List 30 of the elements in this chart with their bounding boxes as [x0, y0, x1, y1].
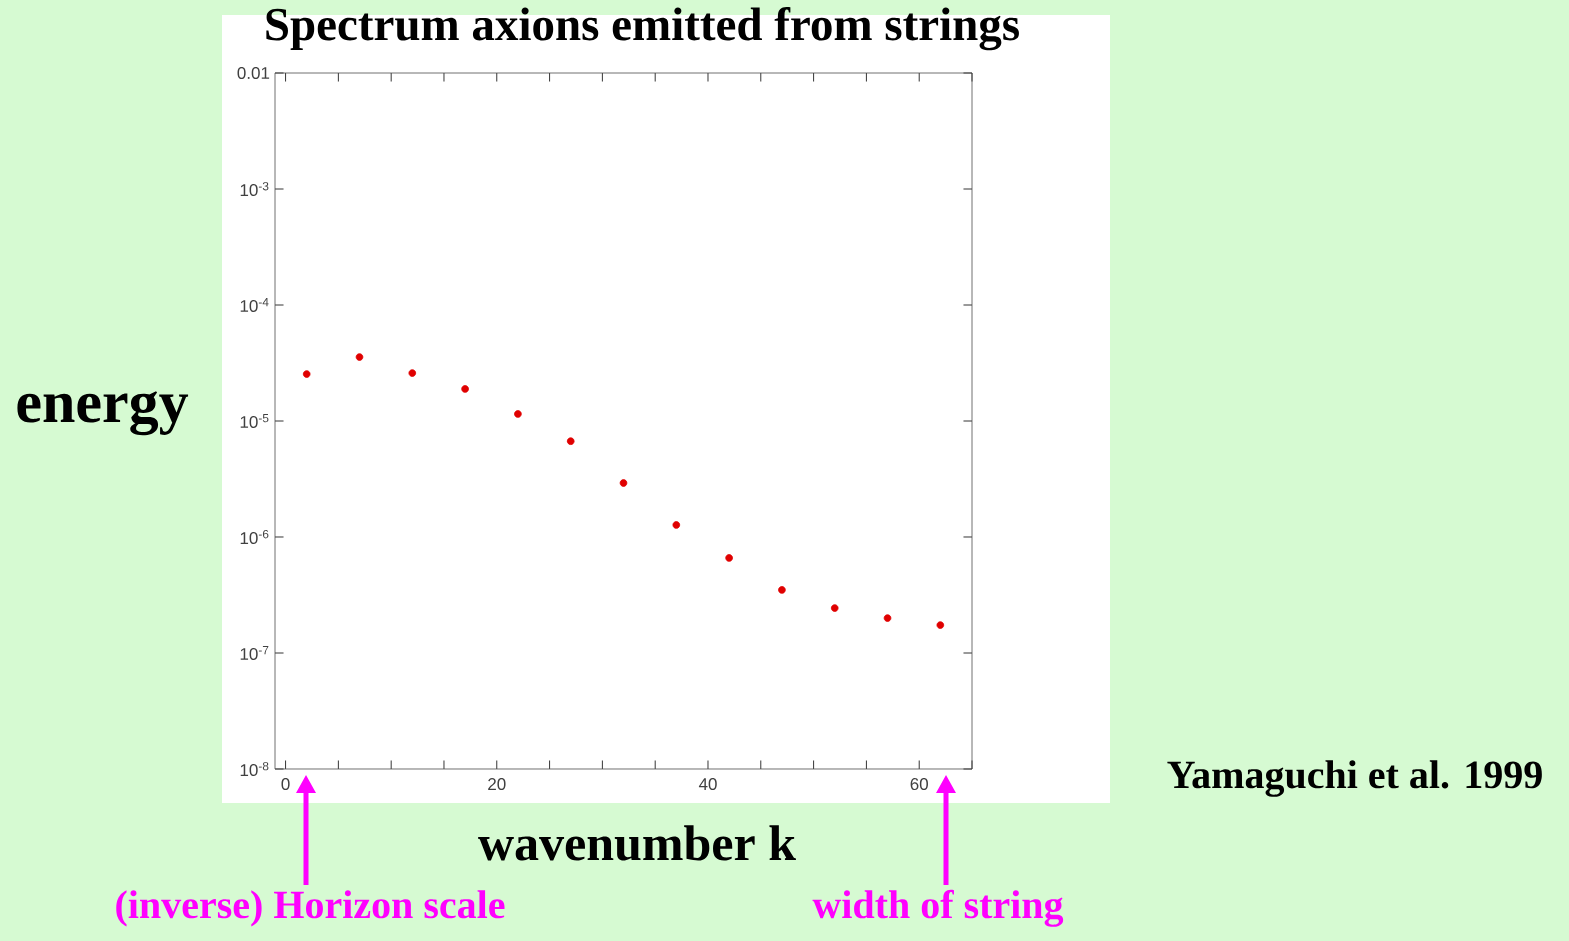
point — [672, 521, 681, 529]
point — [619, 479, 628, 487]
chart-title: Spectrum axions emitted from strings — [266, 6, 1019, 51]
point — [514, 410, 522, 418]
x-tick-label: 0 — [281, 778, 290, 791]
point — [302, 370, 311, 378]
y-tick-label: 10$^{-3}$ — [240, 181, 269, 197]
y-tick-label: 10$^{-8}$ — [240, 761, 269, 777]
y-tick-label: 0.01 — [237, 67, 270, 80]
point — [883, 614, 892, 622]
point — [778, 586, 786, 594]
x-tick-label: 60 — [910, 778, 928, 791]
text: (inverse) Horizon scale — [116, 890, 505, 927]
point — [408, 369, 417, 377]
point — [566, 437, 575, 445]
x-tick-label: 40 — [698, 778, 717, 791]
point — [461, 385, 469, 393]
text: width of string — [812, 889, 1064, 927]
y-tick-label: 10$^{-6}$ — [240, 529, 269, 545]
x-axis-title: wavenumber k — [478, 825, 796, 861]
y-tick-label: 10$^{-4}$ — [240, 298, 269, 312]
text: Yamaguchi et al. 1999 — [1167, 760, 1542, 797]
y-tick-label: 10$^{-5}$ — [240, 414, 269, 428]
point — [936, 621, 945, 629]
point — [830, 604, 839, 612]
y-tick-label: 10$^{-7}$ — [240, 646, 269, 660]
point — [355, 353, 364, 361]
point — [725, 554, 733, 562]
y-axis-title: energy — [17, 391, 189, 436]
x-tick-label: 20 — [488, 778, 506, 791]
